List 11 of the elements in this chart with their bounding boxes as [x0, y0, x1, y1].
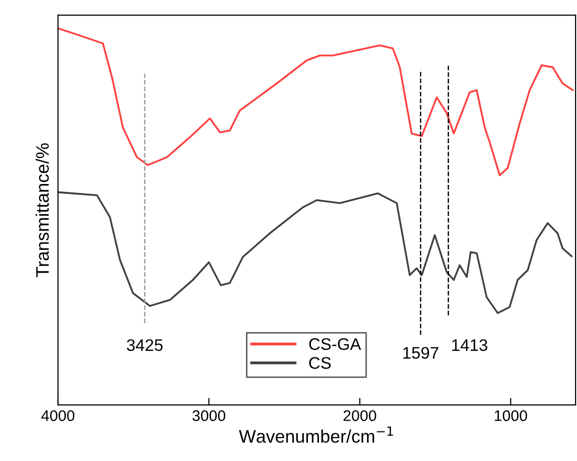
- ref-line-label: 1413: [452, 339, 488, 351]
- x-axis-title: Wavenumber/cm$^{−1}$: [238, 426, 393, 443]
- x-tick-label: 2000: [344, 410, 376, 422]
- x-tick-label: 4000: [41, 410, 74, 422]
- legend-label: CS: [309, 357, 331, 369]
- x-tick-label: 1000: [494, 410, 528, 422]
- y-axis-title: Transmittance/%: [36, 143, 49, 278]
- x-tick-label: 3000: [192, 410, 226, 422]
- legend-label: CS-GA: [309, 338, 362, 350]
- ref-line-label: 3425: [126, 339, 163, 351]
- ref-line-label: 1597: [403, 346, 438, 359]
